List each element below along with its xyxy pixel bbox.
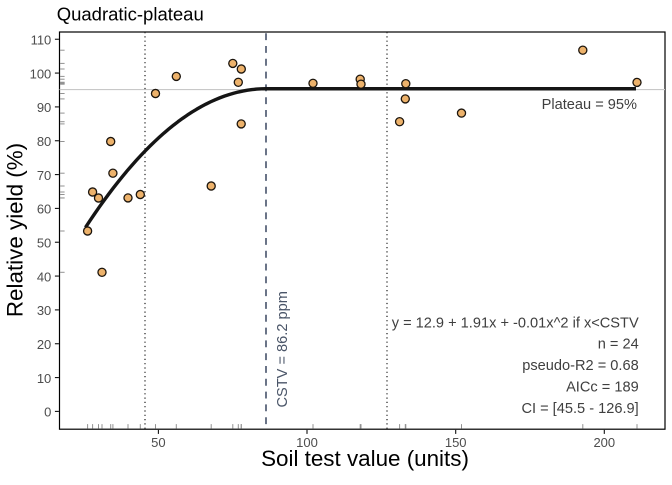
svg-text:50: 50 [37,235,51,250]
svg-text:30: 30 [37,303,51,318]
svg-text:50: 50 [151,435,165,450]
svg-text:CI = [45.5 - 126.9]: CI = [45.5 - 126.9] [521,401,638,417]
svg-text:AICc = 189: AICc = 189 [566,380,639,396]
svg-text:pseudo-R2 = 0.68: pseudo-R2 = 0.68 [522,358,638,374]
svg-text:100: 100 [30,66,52,81]
svg-text:70: 70 [37,168,51,183]
svg-text:60: 60 [37,202,51,217]
svg-text:Quadratic-plateau: Quadratic-plateau [57,4,204,25]
svg-text:200: 200 [593,435,615,450]
svg-text:100: 100 [296,435,318,450]
svg-text:0: 0 [44,405,51,420]
svg-text:90: 90 [37,100,51,115]
svg-text:20: 20 [37,337,51,352]
svg-text:Relative yield (%): Relative yield (%) [3,143,28,317]
svg-text:80: 80 [37,134,51,149]
svg-text:Plateau = 95%: Plateau = 95% [542,97,637,113]
svg-text:n = 24: n = 24 [598,337,639,353]
svg-text:10: 10 [37,371,51,386]
svg-text:y = 12.9 + 1.91x + -0.01x^2 if: y = 12.9 + 1.91x + -0.01x^2 if x<CSTV [392,315,639,331]
svg-text:40: 40 [37,269,51,284]
svg-text:110: 110 [31,33,52,48]
svg-text:Soil test value (units): Soil test value (units) [261,446,469,471]
svg-text:CSTV = 86.2 ppm: CSTV = 86.2 ppm [275,291,291,407]
svg-text:150: 150 [445,435,467,450]
